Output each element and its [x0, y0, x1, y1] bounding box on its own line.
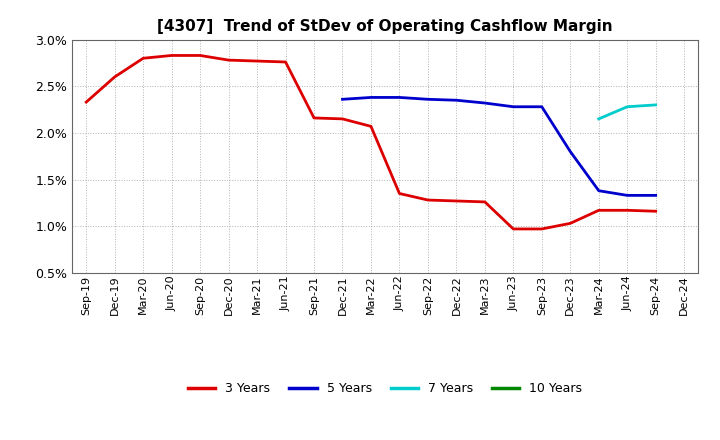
Title: [4307]  Trend of StDev of Operating Cashflow Margin: [4307] Trend of StDev of Operating Cashf…	[158, 19, 613, 34]
Legend: 3 Years, 5 Years, 7 Years, 10 Years: 3 Years, 5 Years, 7 Years, 10 Years	[183, 377, 588, 400]
